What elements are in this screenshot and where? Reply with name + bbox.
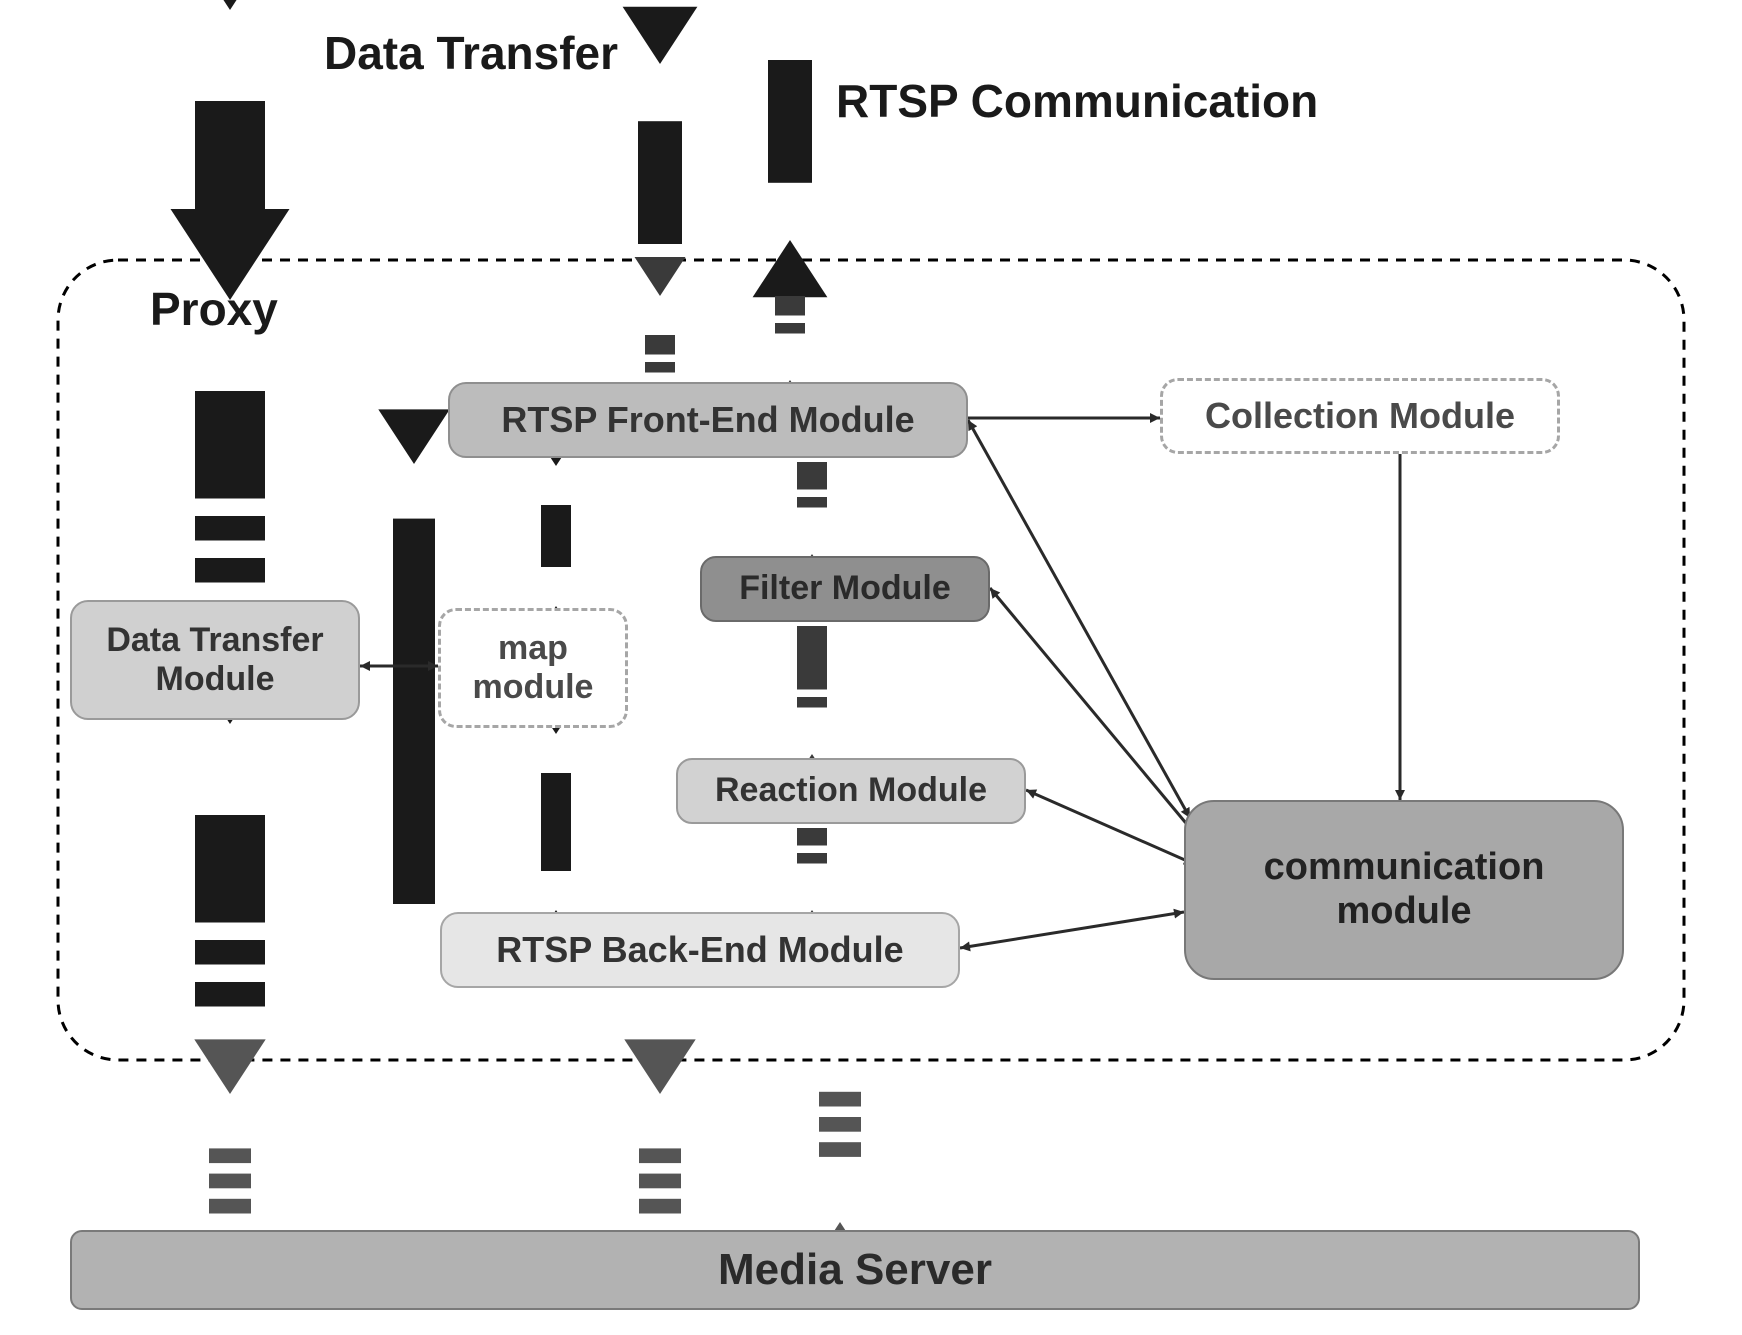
arrow-rtsp_top_down	[753, 60, 828, 297]
node-filter: Filter Module	[700, 556, 990, 622]
arrow-media_dt_up	[194, 1039, 265, 1213]
arrow-media_mid_up	[624, 1039, 695, 1213]
proxy-label: Proxy	[150, 282, 278, 336]
arrow-dt_top_up	[171, 0, 290, 240]
node-rtsp_back: RTSP Back-End Module	[440, 912, 960, 988]
node-comm: communication module	[1184, 800, 1624, 980]
node-data_xfer: Data Transfer Module	[70, 600, 360, 720]
node-reaction: Reaction Module	[676, 758, 1026, 824]
node-collection: Collection Module	[1160, 378, 1560, 454]
arrow-map_back_bidi	[531, 695, 582, 949]
node-map: map module	[438, 608, 628, 728]
arrow-inner_top_up	[635, 257, 686, 373]
rtsp_comm-label: RTSP Communication	[836, 74, 1318, 128]
arrow-dt_inner_up	[171, 209, 290, 583]
edge-5	[960, 912, 1184, 948]
node-rtsp_front: RTSP Front-End Module	[448, 382, 968, 458]
arrow-rtsp_top_up	[623, 7, 698, 244]
node-media: Media Server	[70, 1230, 1640, 1310]
data_transfer-label: Data Transfer	[324, 26, 618, 80]
